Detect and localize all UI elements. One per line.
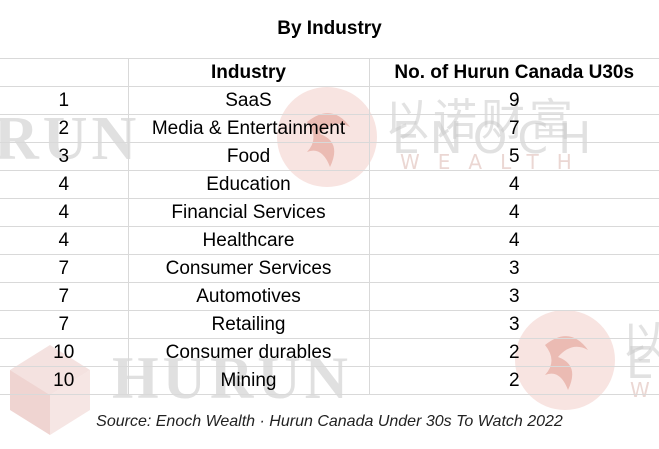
header-count: No. of Hurun Canada U30s	[369, 58, 659, 87]
count-cell: 4	[369, 170, 659, 199]
rank-cell: 7	[0, 254, 129, 283]
source-caption: Source: Enoch Wealth · Hurun Canada Unde…	[96, 413, 563, 430]
count-cell: 2	[369, 338, 659, 367]
table-title: By Industry	[0, 0, 659, 59]
rank-cell: 3	[0, 142, 129, 171]
header-rank	[0, 58, 129, 87]
rank-cell: 4	[0, 226, 129, 255]
count-cell: 3	[369, 282, 659, 311]
industry-cell: Consumer durables	[128, 338, 370, 367]
industry-cell: Automotives	[128, 282, 370, 311]
rank-cell: 7	[0, 310, 129, 339]
rank-cell: 10	[0, 366, 129, 395]
table-row: 4 Education 4	[0, 170, 659, 199]
table-row: 7 Consumer Services 3	[0, 254, 659, 283]
industry-cell: Mining	[128, 366, 370, 395]
rank-cell: 10	[0, 338, 129, 367]
table-row: 3 Food 5	[0, 142, 659, 171]
table-header-row: Industry No. of Hurun Canada U30s	[0, 58, 659, 87]
table-row: 7 Automotives 3	[0, 282, 659, 311]
rank-cell: 4	[0, 198, 129, 227]
header-industry: Industry	[128, 58, 370, 87]
table-row: 1 SaaS 9	[0, 86, 659, 115]
table-row: 10 Mining 2	[0, 366, 659, 395]
table-row: 2 Media & Entertainment 7	[0, 114, 659, 143]
count-cell: 3	[369, 310, 659, 339]
industry-cell: Media & Entertainment	[128, 114, 370, 143]
industry-cell: Healthcare	[128, 226, 370, 255]
count-cell: 3	[369, 254, 659, 283]
count-cell: 4	[369, 198, 659, 227]
table-row: 4 Healthcare 4	[0, 226, 659, 255]
count-cell: 5	[369, 142, 659, 171]
count-cell: 2	[369, 366, 659, 395]
count-cell: 9	[369, 86, 659, 115]
count-cell: 4	[369, 226, 659, 255]
table-row: 7 Retailing 3	[0, 310, 659, 339]
table-row: 10 Consumer durables 2	[0, 338, 659, 367]
count-cell: 7	[369, 114, 659, 143]
industry-table: Industry No. of Hurun Canada U30s 1 SaaS 9…	[0, 58, 659, 395]
rank-cell: 4	[0, 170, 129, 199]
industry-cell: Education	[128, 170, 370, 199]
rank-cell: 2	[0, 114, 129, 143]
industry-cell: Retailing	[128, 310, 370, 339]
table-row: 4 Financial Services 4	[0, 198, 659, 227]
industry-cell: SaaS	[128, 86, 370, 115]
industry-cell: Financial Services	[128, 198, 370, 227]
industry-cell: Consumer Services	[128, 254, 370, 283]
industry-cell: Food	[128, 142, 370, 171]
rank-cell: 7	[0, 282, 129, 311]
rank-cell: 1	[0, 86, 129, 115]
